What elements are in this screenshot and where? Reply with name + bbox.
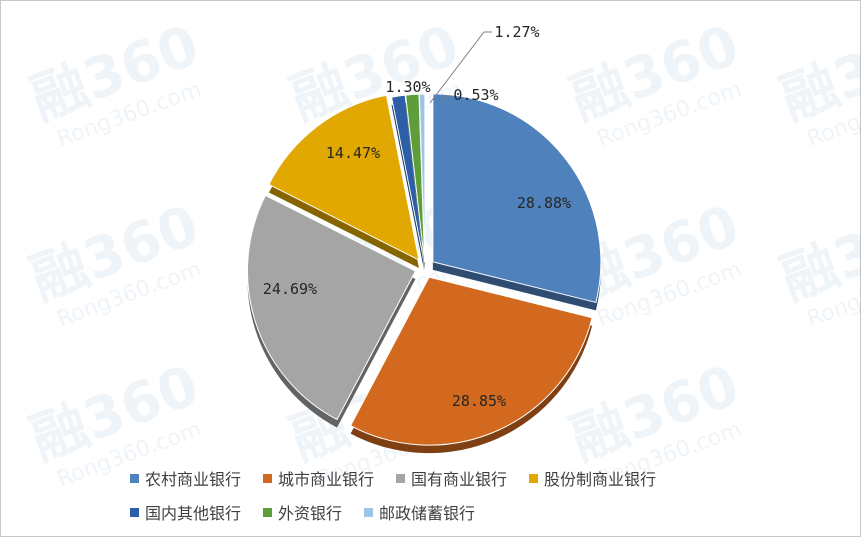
pie-slice-1 xyxy=(349,276,593,446)
legend-swatch xyxy=(529,473,539,483)
leader-line-2 xyxy=(440,95,452,104)
pie-slice-2 xyxy=(247,194,417,421)
legend-swatch xyxy=(130,473,139,483)
legend-label: 股份制商业银行 xyxy=(544,470,657,489)
legend-item-6: 邮政储蓄银行 xyxy=(364,500,475,524)
leader-lines xyxy=(429,31,492,104)
pie-slices xyxy=(247,93,602,454)
legend-item-0: 农村商业银行 xyxy=(130,466,241,490)
legend-label: 外资银行 xyxy=(278,504,343,523)
legend: 农村商业银行 城市商业银行 国有商业银行 股份制商业银行国内其他银行 外资银行 邮政储蓄银… xyxy=(130,466,770,524)
pie-slice-3 xyxy=(268,94,420,261)
legend-swatch xyxy=(364,507,374,517)
data-label-5: 1.27% xyxy=(494,23,539,41)
data-labels: 28.88% 28.85% 24.69% 14.47% 1.30% 1.27% 0.53% xyxy=(263,23,571,410)
legend-item-2: 国有商业银行 xyxy=(396,466,507,490)
slice-depth-4 xyxy=(391,103,425,271)
pie-slice-0 xyxy=(432,93,602,304)
legend-swatch xyxy=(263,473,273,483)
data-label-0: 28.88% xyxy=(517,194,571,212)
legend-label: 邮政储蓄银行 xyxy=(379,504,476,523)
data-label-4: 1.30% xyxy=(385,78,430,96)
legend-item-5: 外资银行 xyxy=(263,500,342,524)
legend-item-3: 股份制商业银行 xyxy=(529,466,656,490)
legend-label: 国有商业银行 xyxy=(411,470,508,489)
legend-swatch xyxy=(263,507,273,517)
legend-label: 农村商业银行 xyxy=(145,470,242,489)
legend-item-4: 国内其他银行 xyxy=(130,500,241,524)
data-label-2: 24.69% xyxy=(263,280,317,298)
legend-label: 城市商业银行 xyxy=(278,470,375,489)
data-label-3: 14.47% xyxy=(326,144,380,162)
legend-swatch xyxy=(396,473,406,483)
legend-swatch xyxy=(130,507,139,517)
pie-slice-6 xyxy=(418,93,426,263)
legend-label: 国内其他银行 xyxy=(145,504,242,523)
data-label-6: 0.53% xyxy=(453,86,498,104)
legend-item-1: 城市商业银行 xyxy=(263,466,374,490)
leader-line-1 xyxy=(429,31,492,104)
data-label-1: 28.85% xyxy=(452,392,506,410)
